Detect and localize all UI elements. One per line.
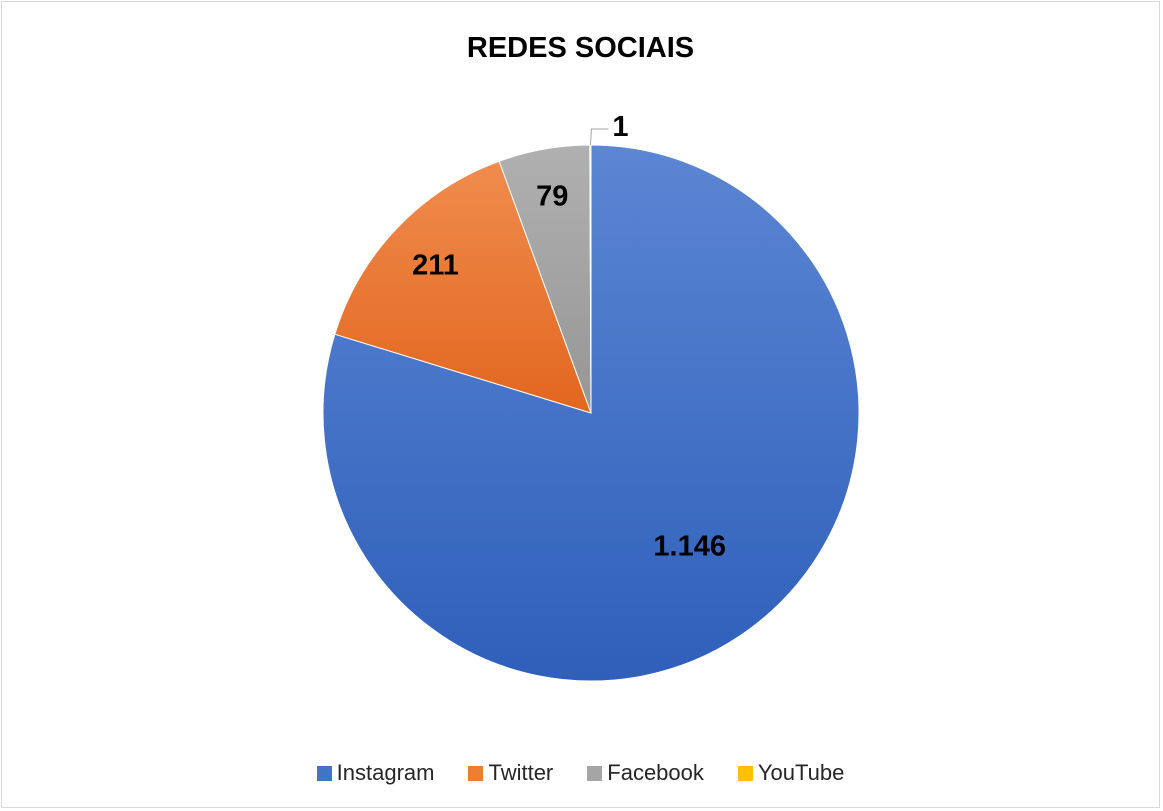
legend-item-facebook: Facebook [587,760,704,786]
data-label-facebook: 79 [536,181,568,213]
legend: Instagram Twitter Facebook YouTube [2,760,1159,786]
legend-swatch-youtube [737,765,753,781]
legend-swatch-twitter [468,765,484,781]
legend-label-twitter: Twitter [488,760,554,785]
pie-slice-youtube [589,144,592,414]
pie-slices [322,144,860,682]
pie-slice-twitter [334,160,592,414]
pie-data-labels: 1.146 211 79 1 [412,111,726,563]
legend-swatch-instagram [316,765,332,781]
legend-item-instagram: Instagram [316,760,435,786]
legend-item-youtube: YouTube [737,760,845,786]
legend-label-youtube: YouTube [757,760,845,785]
legend-swatch-facebook [587,765,603,781]
data-label-twitter: 211 [412,249,459,281]
chart-title: REDES SOCIAIS [466,32,695,64]
legend-item-twitter: Twitter [468,760,553,786]
legend-label-facebook: Facebook [607,760,704,785]
legend-label-instagram: Instagram [336,760,435,785]
data-label-instagram: 1.146 [653,531,726,563]
leader-line-youtube [589,128,609,146]
data-label-youtube: 1 [612,111,628,143]
